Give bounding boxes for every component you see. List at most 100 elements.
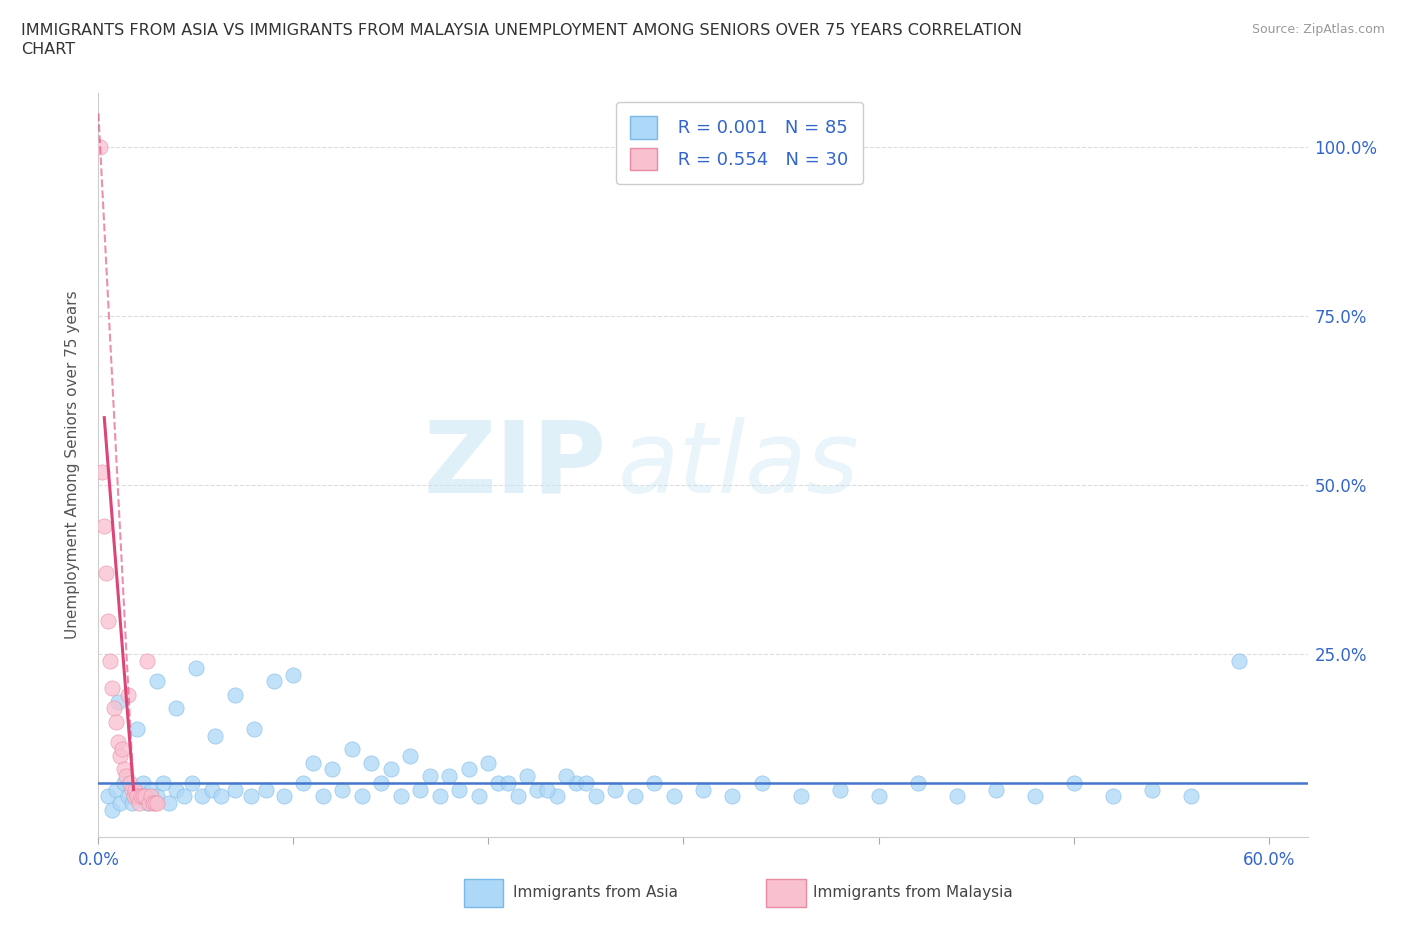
Point [1101, 789, 1123, 804]
Point [254, 782, 277, 797]
Point [136, 796, 159, 811]
Point [439, 769, 461, 784]
Point [91, 464, 114, 479]
Point [1024, 789, 1046, 804]
Point [692, 782, 714, 797]
Point [496, 776, 519, 790]
Point [121, 782, 143, 797]
Point [101, 803, 124, 817]
Point [138, 796, 160, 811]
Point [104, 782, 127, 797]
Point [127, 789, 149, 804]
Point [118, 776, 141, 790]
Point [546, 789, 568, 804]
Point [536, 782, 558, 797]
Point [643, 776, 665, 790]
Point [146, 796, 169, 811]
Point [117, 687, 139, 702]
Point [89, 140, 111, 154]
Point [575, 776, 598, 790]
Point [605, 782, 627, 797]
Point [181, 776, 204, 790]
Point [139, 789, 162, 804]
Y-axis label: Unemployment Among Seniors over 75 years: Unemployment Among Seniors over 75 years [65, 291, 80, 639]
Point [131, 789, 153, 804]
Point [165, 701, 187, 716]
Point [526, 782, 548, 797]
Point [486, 776, 509, 790]
Point [312, 789, 335, 804]
Point [97, 613, 120, 628]
Point [93, 518, 115, 533]
Point [101, 681, 124, 696]
Point [124, 782, 146, 797]
Point [107, 695, 129, 710]
Point [157, 796, 180, 811]
Point [224, 687, 246, 702]
Point [340, 741, 363, 756]
Point [449, 782, 471, 797]
Text: atlas: atlas [619, 417, 860, 513]
Point [467, 789, 489, 804]
Point [283, 667, 305, 682]
Point [97, 789, 120, 804]
Point [585, 789, 607, 804]
Point [108, 749, 131, 764]
Point [224, 782, 246, 797]
Point [380, 762, 402, 777]
Point [139, 782, 162, 797]
Point [132, 789, 155, 804]
Point [1180, 789, 1202, 804]
Point [330, 782, 353, 797]
Point [243, 722, 266, 737]
Point [409, 782, 432, 797]
Point [112, 776, 135, 790]
Point [458, 762, 481, 777]
Point [184, 660, 207, 675]
Point [146, 789, 169, 804]
Point [419, 769, 441, 784]
Point [302, 755, 325, 770]
Point [828, 782, 851, 797]
Point [128, 796, 150, 811]
Point [96, 565, 118, 580]
Point [1063, 776, 1085, 790]
Point [103, 701, 125, 716]
Point [477, 755, 499, 770]
Point [360, 755, 382, 770]
Point [165, 782, 187, 797]
Point [1140, 782, 1163, 797]
Point [506, 789, 529, 804]
Point [984, 782, 1007, 797]
Point [132, 776, 155, 790]
Point [136, 654, 159, 669]
Text: Source: ZipAtlas.com: Source: ZipAtlas.com [1251, 23, 1385, 36]
Point [350, 789, 373, 804]
Text: ZIP: ZIP [423, 417, 606, 513]
Point [429, 789, 451, 804]
Point [124, 782, 146, 797]
Point [555, 769, 578, 784]
Point [108, 796, 131, 811]
Point [112, 762, 135, 777]
Text: Immigrants from Asia: Immigrants from Asia [513, 885, 678, 900]
Point [191, 789, 214, 804]
Point [263, 674, 285, 689]
Point [143, 796, 166, 811]
Point [200, 782, 222, 797]
Point [868, 789, 890, 804]
Point [114, 769, 136, 784]
Point [98, 654, 121, 669]
Point [127, 722, 149, 737]
Point [292, 776, 315, 790]
Legend:  R = 0.001   N = 85,  R = 0.554   N = 30: R = 0.001 N = 85, R = 0.554 N = 30 [616, 102, 863, 184]
Point [751, 776, 773, 790]
Point [111, 741, 134, 756]
Point [117, 789, 139, 804]
Point [1227, 654, 1250, 669]
Point [152, 776, 174, 790]
Point [239, 789, 262, 804]
Point [122, 789, 145, 804]
Text: IMMIGRANTS FROM ASIA VS IMMIGRANTS FROM MALAYSIA UNEMPLOYMENT AMONG SENIORS OVER: IMMIGRANTS FROM ASIA VS IMMIGRANTS FROM … [21, 23, 1022, 38]
Point [662, 789, 685, 804]
